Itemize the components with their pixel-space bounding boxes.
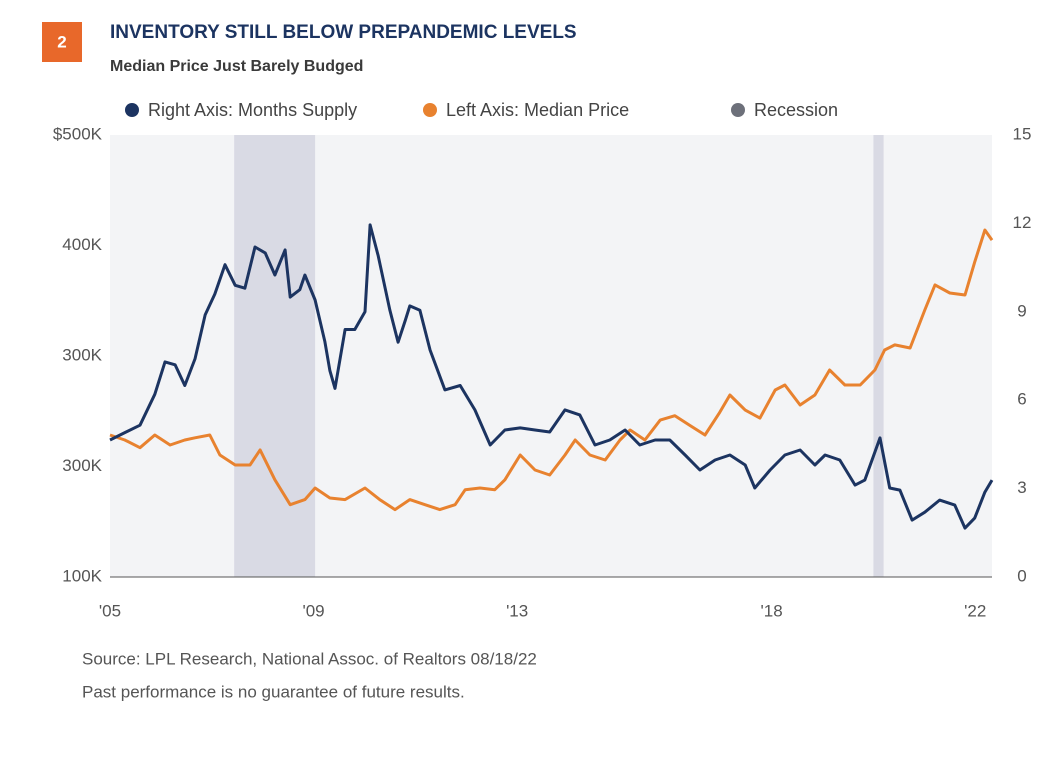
y2-tick-label: 3 (1017, 478, 1026, 497)
chart-subtitle: Median Price Just Barely Budged (110, 58, 363, 75)
x-tick-label: '22 (964, 601, 986, 620)
x-tick-label: '18 (761, 601, 783, 620)
recession-band (234, 135, 316, 577)
series-line (109, 223, 994, 530)
recession-band (873, 135, 884, 577)
y2-tick-label: 15 (1013, 124, 1032, 143)
chart-title: INVENTORY STILL BELOW PREPANDEMIC LEVELS (110, 22, 577, 43)
y2-tick-label: 6 (1017, 390, 1026, 409)
legend-label: Right Axis: Months Supply (148, 100, 357, 120)
y-tick-label: 300K (62, 345, 102, 364)
source: Source: LPL Research, National Assoc. of… (82, 649, 537, 668)
disclaimer: Past performance is no guarantee of futu… (82, 682, 465, 701)
y2-tick-label: 0 (1017, 566, 1026, 585)
x-tick-label: '09 (302, 601, 324, 620)
legend-label: Left Axis: Median Price (446, 100, 629, 120)
badge: 2 (57, 32, 66, 51)
y-tick-label: 100K (62, 566, 102, 585)
y2-tick-label: 12 (1013, 213, 1032, 232)
badge-box (42, 22, 82, 62)
y-tick-label: 400K (62, 235, 102, 254)
legend-swatch (731, 103, 745, 117)
y-tick-label: 300K (62, 456, 102, 475)
y-tick-label: $500K (53, 124, 103, 143)
x-tick-label: '13 (506, 601, 528, 620)
legend-swatch (423, 103, 437, 117)
x-tick-label: '05 (99, 601, 121, 620)
series-line (109, 228, 994, 512)
legend-swatch (125, 103, 139, 117)
legend-label: Recession (754, 100, 838, 120)
y2-tick-label: 9 (1017, 301, 1026, 320)
